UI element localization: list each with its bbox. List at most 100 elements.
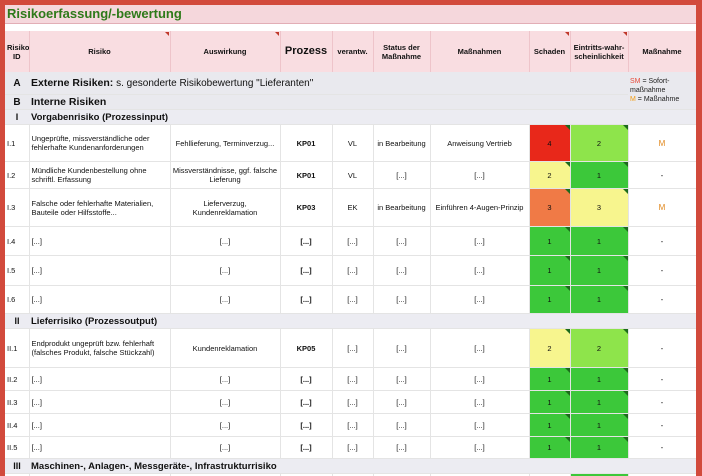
- status-cell[interactable]: [373, 473, 431, 476]
- risk-id-cell[interactable]: I.3: [5, 188, 30, 227]
- measure-flag-cell[interactable]: -: [628, 226, 696, 256]
- risk-row[interactable]: II.4 [...] [...] [...] [...] [...] [...] 1 1-: [5, 413, 696, 437]
- probability-score-cell[interactable]: 2: [570, 124, 629, 162]
- risk-id-cell[interactable]: I.5: [5, 255, 30, 286]
- probability-score-cell[interactable]: 1: [570, 285, 629, 314]
- measures-cell[interactable]: [...]: [430, 226, 530, 256]
- measure-flag-cell[interactable]: -: [628, 436, 696, 459]
- status-cell[interactable]: [...]: [373, 328, 431, 368]
- probability-score-cell[interactable]: 1: [570, 255, 629, 286]
- measures-cell[interactable]: [...]: [430, 255, 530, 286]
- damage-score-cell[interactable]: 1: [529, 413, 571, 437]
- measures-cell[interactable]: Einführen 4-Augen-Prinzip: [430, 188, 530, 227]
- process-cell[interactable]: [...]: [280, 255, 333, 286]
- risk-description-cell[interactable]: [...]: [29, 226, 171, 256]
- effect-cell[interactable]: Kundenreklamation: [170, 328, 281, 368]
- effect-cell[interactable]: [...]: [170, 390, 281, 414]
- status-cell[interactable]: [...]: [373, 390, 431, 414]
- probability-score-cell[interactable]: 1: [570, 436, 629, 459]
- col-header-risk-id[interactable]: Risiko ID: [5, 31, 30, 72]
- risk-description-cell[interactable]: [...]: [29, 390, 171, 414]
- measures-cell[interactable]: [...]: [430, 328, 530, 368]
- damage-score-cell[interactable]: [529, 473, 571, 476]
- process-cell[interactable]: KP01: [280, 124, 333, 162]
- measure-flag-cell[interactable]: [628, 473, 696, 476]
- measures-cell[interactable]: [...]: [430, 413, 530, 437]
- measure-flag-cell[interactable]: -: [628, 161, 696, 189]
- risk-id-cell[interactable]: II.5: [5, 436, 30, 459]
- process-cell[interactable]: [...]: [280, 226, 333, 256]
- effect-cell[interactable]: [...]: [170, 367, 281, 391]
- probability-score-cell[interactable]: 1: [570, 367, 629, 391]
- col-header-damage[interactable]: Schaden: [529, 31, 571, 72]
- risk-description-cell[interactable]: [...]: [29, 285, 171, 314]
- risk-id-cell[interactable]: I.6: [5, 285, 30, 314]
- status-cell[interactable]: [...]: [373, 226, 431, 256]
- damage-score-cell[interactable]: 3: [529, 188, 571, 227]
- risk-row[interactable]: I.6 [...] [...] [...] [...] [...] [...] 1 1-: [5, 285, 696, 314]
- risk-description-cell[interactable]: [29, 473, 171, 476]
- risk-id-cell[interactable]: II.1: [5, 328, 30, 368]
- risk-row[interactable]: II.2 [...] [...] [...] [...] [...] [...] 1 1-: [5, 367, 696, 391]
- responsible-cell[interactable]: VL: [332, 161, 374, 189]
- status-cell[interactable]: [...]: [373, 255, 431, 286]
- status-cell[interactable]: in Bearbeitung: [373, 188, 431, 227]
- responsible-cell[interactable]: [...]: [332, 328, 374, 368]
- responsible-cell[interactable]: [332, 473, 374, 476]
- damage-score-cell[interactable]: 1: [529, 436, 571, 459]
- risk-row[interactable]: I.1 Ungeprüfte, missverständliche oder fe…: [5, 124, 696, 162]
- process-cell[interactable]: [...]: [280, 413, 333, 437]
- risk-id-cell[interactable]: II.2: [5, 367, 30, 391]
- effect-cell[interactable]: Lieferverzug, Kundenreklamation: [170, 188, 281, 227]
- process-cell[interactable]: KP03: [280, 188, 333, 227]
- damage-score-cell[interactable]: 1: [529, 367, 571, 391]
- col-header-status[interactable]: Status der Maßnahme: [373, 31, 431, 72]
- risk-id-cell[interactable]: II.4: [5, 413, 30, 437]
- risk-row[interactable]: I.4 [...] [...] [...] [...] [...] [...] 1 1-: [5, 226, 696, 256]
- probability-score-cell[interactable]: 1: [570, 226, 629, 256]
- col-header-risk[interactable]: Risiko: [29, 31, 171, 72]
- measure-flag-cell[interactable]: -: [628, 328, 696, 368]
- risk-row[interactable]: II.3 [...] [...] [...] [...] [...] [...] 1 1-: [5, 390, 696, 414]
- risk-description-cell[interactable]: [...]: [29, 436, 171, 459]
- effect-cell[interactable]: [...]: [170, 255, 281, 286]
- risk-row[interactable]: I.3 Falsche oder fehlerhafte Materialien,…: [5, 188, 696, 227]
- risk-id-cell[interactable]: II.3: [5, 390, 30, 414]
- probability-score-cell[interactable]: [570, 473, 629, 476]
- effect-cell[interactable]: [...]: [170, 413, 281, 437]
- risk-id-cell[interactable]: [5, 473, 30, 476]
- damage-score-cell[interactable]: 1: [529, 285, 571, 314]
- risk-row[interactable]: II.1 Endprodukt ungeprüft bzw. fehlerhaft…: [5, 328, 696, 368]
- responsible-cell[interactable]: [...]: [332, 367, 374, 391]
- measure-flag-cell[interactable]: M: [628, 188, 696, 227]
- risk-description-cell[interactable]: Falsche oder fehlerhafte Materialien, Ba…: [29, 188, 171, 227]
- process-cell[interactable]: KP05: [280, 328, 333, 368]
- risk-row[interactable]: II.5 [...] [...] [...] [...] [...] [...] 1 1-: [5, 436, 696, 459]
- measures-cell[interactable]: [...]: [430, 390, 530, 414]
- process-cell[interactable]: [...]: [280, 367, 333, 391]
- probability-score-cell[interactable]: 1: [570, 413, 629, 437]
- risk-row[interactable]: I.2 Mündliche Kundenbestellung ohne schri…: [5, 161, 696, 189]
- col-header-measure-flag[interactable]: Maßnahme: [628, 31, 696, 72]
- measure-flag-cell[interactable]: -: [628, 255, 696, 286]
- measure-flag-cell[interactable]: M: [628, 124, 696, 162]
- measures-cell[interactable]: [430, 473, 530, 476]
- responsible-cell[interactable]: [...]: [332, 285, 374, 314]
- col-header-responsible[interactable]: verantw.: [332, 31, 374, 72]
- process-cell[interactable]: [...]: [280, 390, 333, 414]
- status-cell[interactable]: [...]: [373, 161, 431, 189]
- probability-score-cell[interactable]: 3: [570, 188, 629, 227]
- responsible-cell[interactable]: [...]: [332, 226, 374, 256]
- effect-cell[interactable]: Missverständnisse, ggf. falsche Lieferun…: [170, 161, 281, 189]
- responsible-cell[interactable]: [...]: [332, 413, 374, 437]
- status-cell[interactable]: [...]: [373, 367, 431, 391]
- process-cell[interactable]: [280, 473, 333, 476]
- risk-row[interactable]: I.5 [...] [...] [...] [...] [...] [...] 1 1-: [5, 255, 696, 286]
- damage-score-cell[interactable]: 1: [529, 226, 571, 256]
- damage-score-cell[interactable]: 4: [529, 124, 571, 162]
- risk-description-cell[interactable]: [...]: [29, 413, 171, 437]
- process-cell[interactable]: KP01: [280, 161, 333, 189]
- responsible-cell[interactable]: [...]: [332, 255, 374, 286]
- damage-score-cell[interactable]: 1: [529, 390, 571, 414]
- measure-flag-cell[interactable]: -: [628, 367, 696, 391]
